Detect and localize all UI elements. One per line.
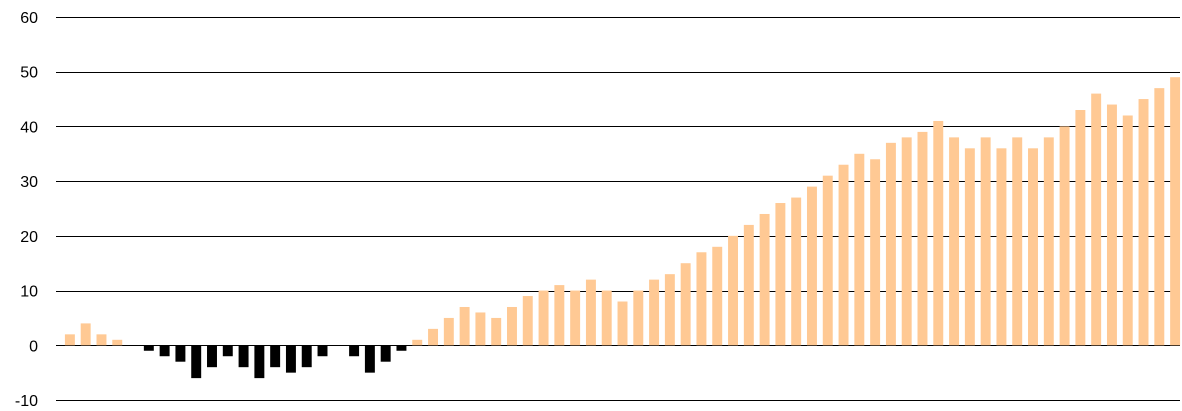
bar (791, 197, 802, 346)
bar (649, 279, 660, 346)
bar (1075, 110, 1086, 346)
bar (159, 345, 170, 357)
bar (1012, 137, 1023, 346)
bar (285, 345, 296, 373)
bar (191, 345, 202, 379)
bar (633, 290, 644, 346)
bar (459, 306, 470, 346)
bar (301, 345, 312, 368)
bar (759, 213, 770, 346)
bar (585, 279, 596, 346)
bar (522, 296, 533, 346)
bar (1170, 77, 1181, 346)
y-tick-label: -10 (15, 393, 38, 410)
bar (1091, 93, 1102, 346)
bar (601, 290, 612, 346)
bar (412, 339, 423, 346)
bar (680, 263, 691, 346)
bar (428, 328, 439, 346)
bar (696, 252, 707, 346)
bar (238, 345, 249, 368)
bar (1122, 115, 1133, 346)
bar (870, 159, 881, 346)
y-tick-label: 60 (20, 10, 38, 27)
bar (854, 153, 865, 346)
bar (743, 224, 754, 346)
y-tick-label: 20 (20, 229, 38, 246)
bar (554, 285, 565, 346)
y-tick-label: 50 (20, 65, 38, 82)
bar (901, 137, 912, 346)
bar (96, 334, 107, 346)
bar (80, 323, 91, 346)
bar (728, 235, 738, 346)
bar (222, 345, 233, 357)
bar (538, 290, 549, 346)
bar (949, 137, 960, 346)
bar (617, 301, 628, 346)
y-axis-tick-labels: 60 50 40 30 20 10 0 -10 (15, 10, 38, 410)
bar (175, 345, 186, 362)
bar (980, 137, 991, 346)
bar (1138, 99, 1149, 346)
bar (822, 175, 833, 346)
bar (933, 120, 944, 346)
bar (317, 345, 328, 357)
bar (1028, 148, 1038, 346)
bar (396, 345, 407, 351)
bar (964, 148, 975, 346)
bar (1154, 88, 1165, 346)
bar (364, 345, 375, 373)
y-tick-label: 30 (20, 174, 38, 191)
y-tick-label: 10 (20, 284, 38, 301)
bars (64, 77, 1181, 379)
bar (570, 290, 581, 346)
bar (64, 334, 75, 346)
bar (996, 148, 1007, 346)
bar (1059, 126, 1070, 346)
bar (491, 317, 502, 346)
bar (507, 306, 517, 346)
bar (380, 345, 391, 362)
bar (443, 317, 454, 346)
bar (349, 345, 360, 357)
bar (806, 186, 817, 346)
bar (112, 339, 123, 346)
bar (270, 345, 281, 368)
bar (775, 203, 786, 346)
bar (143, 345, 154, 351)
y-tick-label: 40 (20, 119, 38, 136)
bar (475, 312, 486, 346)
bar (712, 246, 723, 346)
bar (917, 131, 928, 346)
bar (838, 164, 849, 346)
bar (254, 345, 265, 379)
y-tick-label: 0 (29, 338, 38, 355)
bar (1043, 137, 1054, 346)
bar (1106, 104, 1117, 346)
bar (664, 274, 675, 346)
bar (885, 142, 896, 346)
bar (207, 345, 217, 368)
